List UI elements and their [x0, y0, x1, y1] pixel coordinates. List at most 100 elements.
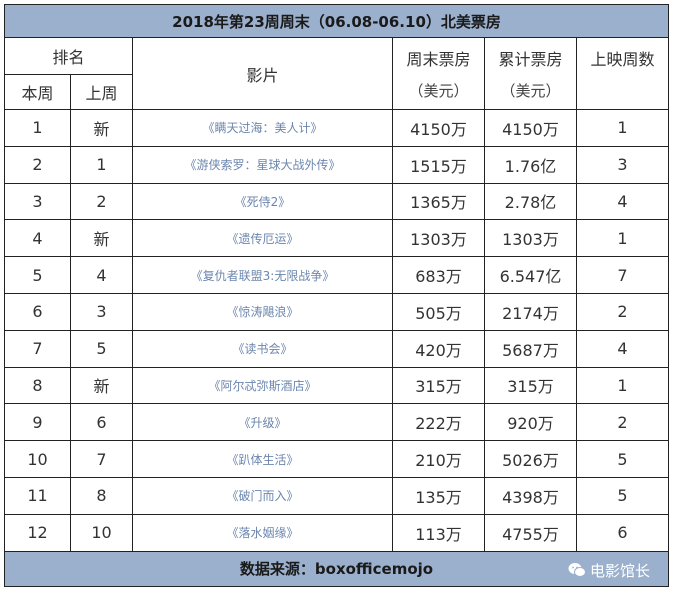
wechat-icon	[568, 563, 587, 578]
table-row: 5 4 《复仇者联盟3:无限战争》 683万 6.547亿 7	[4, 256, 670, 294]
weekend-gross-cell: 4150万	[392, 109, 485, 147]
weekend-gross-cell: 1303万	[392, 219, 485, 258]
weekend-gross-cell: 505万	[392, 292, 485, 331]
film-title-cell: 《游侠索罗：星球大战外传》	[132, 145, 393, 184]
table-body: 1 新《瞒天过海：美人计》 4150万 4150万 1 2 1 《游侠索罗：星球大战外传》 15…	[4, 109, 670, 552]
weeks-cell: 1	[575, 109, 670, 147]
weekend-gross-cell: 113万	[392, 513, 485, 552]
rank-this-week-cell: 4	[4, 219, 71, 258]
film-title-cell: 《读书会》	[132, 329, 393, 368]
table-row: 12 10 《落水姻缘》 113万 4755万 6	[4, 513, 670, 552]
rank-this-week-cell: 3	[4, 182, 71, 221]
rank-header: 排名	[4, 37, 133, 75]
film-title-cell: 《死侍2》	[132, 182, 393, 221]
rank-this-week-cell: 10	[4, 440, 71, 478]
weeks-cell: 5	[575, 440, 670, 478]
total-gross-cell: 5026万	[484, 440, 577, 478]
total-gross-unit: （美元）	[500, 82, 561, 100]
rank-this-week-cell: 12	[4, 513, 71, 552]
watermark: 电影馆长	[568, 560, 650, 581]
weeks-cell: 6	[575, 513, 670, 552]
rank-this-week-cell: 5	[4, 256, 71, 294]
total-gross-cell: 6.547亿	[484, 256, 577, 294]
title-row: 2018年第23周周末（06.08-06.10）北美票房	[3, 4, 670, 38]
total-gross-cell: 5687万	[484, 329, 577, 368]
weekend-gross-cell: 315万	[392, 366, 485, 405]
data-source: 数据来源：boxofficemojo	[239, 560, 434, 579]
weekend-gross-cell: 683万	[392, 256, 485, 294]
rank-last-week-cell: 新	[70, 109, 133, 147]
weeks-header: 上映周数	[575, 37, 670, 110]
table-row: 7 5 《读书会》 420万 5687万 4	[4, 329, 670, 368]
weekend-gross-cell: 222万	[392, 403, 485, 442]
rank-this-week-cell: 2	[4, 145, 71, 184]
table-row: 8 新《阿尔忒弥斯酒店》 315万 315万 1	[4, 366, 670, 405]
rank-last-week-cell: 4	[70, 256, 133, 294]
weeks-cell: 5	[575, 476, 670, 515]
rank-this-week-cell: 6	[4, 292, 71, 331]
total-gross-cell: 4150万	[484, 109, 577, 147]
weekend-gross-cell: 135万	[392, 476, 485, 515]
weekend-gross-unit: （美元）	[408, 82, 469, 100]
weeks-cell: 2	[575, 403, 670, 442]
footer-row: 数据来源：boxofficemojo 电影馆长	[3, 550, 670, 587]
rank-last-week-cell: 8	[70, 476, 133, 515]
weeks-cell: 4	[575, 329, 670, 368]
total-gross-label: 累计票房	[498, 50, 563, 69]
film-title-cell: 《复仇者联盟3:无限战争》	[132, 256, 393, 294]
film-title-cell: 《升级》	[132, 403, 393, 442]
rank-last-week-cell: 2	[70, 182, 133, 221]
rank-this-week-cell: 1	[4, 109, 71, 147]
film-title-cell: 《惊涛飓浪》	[132, 292, 393, 331]
rank-last-week-cell: 5	[70, 329, 133, 368]
table-title: 2018年第23周周末（06.08-06.10）北美票房	[3, 4, 670, 38]
weekend-gross-cell: 1515万	[392, 145, 485, 184]
rank-last-week-cell: 7	[70, 440, 133, 478]
total-gross-cell: 920万	[484, 403, 577, 442]
rank-last-week-cell: 3	[70, 292, 133, 331]
weeks-cell: 3	[575, 145, 670, 184]
total-gross-cell: 2.78亿	[484, 182, 577, 221]
total-gross-cell: 1303万	[484, 219, 577, 258]
table-row: 6 3 《惊涛飓浪》 505万 2174万 2	[4, 292, 670, 331]
rank-this-week-cell: 8	[4, 366, 71, 405]
weekend-gross-cell: 420万	[392, 329, 485, 368]
total-gross-cell: 1.76亿	[484, 145, 577, 184]
total-gross-cell: 2174万	[484, 292, 577, 331]
weekend-gross-cell: 210万	[392, 440, 485, 478]
rank-this-week-cell: 11	[4, 476, 71, 515]
header-row: 排名 影片 周末票房 （美元） 累计票房 （美元） 上映周数	[4, 37, 670, 110]
table-row: 3 2 《死侍2》 1365万 2.78亿 4	[4, 182, 670, 221]
table-row: 10 7 《趴体生活》 210万 5026万 5	[4, 440, 670, 478]
box-office-table: 2018年第23周周末（06.08-06.10）北美票房 排名 影片 周末票房 …	[3, 4, 670, 587]
film-title-cell: 《破门而入》	[132, 476, 393, 515]
rank-last-week-cell: 新	[70, 366, 133, 405]
last-week-header: 上周	[70, 74, 133, 110]
rank-last-week-cell: 1	[70, 145, 133, 184]
weeks-cell: 2	[575, 292, 670, 331]
total-gross-cell: 315万	[484, 366, 577, 405]
total-gross-cell: 4398万	[484, 476, 577, 515]
weekend-gross-cell: 1365万	[392, 182, 485, 221]
film-title-cell: 《趴体生活》	[132, 440, 393, 478]
subheader-row: 本周 上周	[4, 74, 669, 110]
weeks-cell: 1	[575, 219, 670, 258]
this-week-header: 本周	[4, 74, 71, 110]
total-gross-header: 累计票房 （美元）	[484, 37, 577, 110]
rank-last-week-cell: 10	[70, 513, 133, 552]
rank-this-week-cell: 9	[4, 403, 71, 442]
rank-last-week-cell: 新	[70, 219, 133, 258]
weeks-cell: 4	[575, 182, 670, 221]
watermark-text: 电影馆长	[590, 561, 651, 580]
film-title-cell: 《阿尔忒弥斯酒店》	[132, 366, 393, 405]
table-row: 9 6 《升级》 222万 920万 2	[4, 403, 670, 442]
weekend-gross-label: 周末票房	[406, 50, 471, 69]
weeks-cell: 7	[575, 256, 670, 294]
rank-last-week-cell: 6	[70, 403, 133, 442]
film-title-cell: 《遗传厄运》	[132, 219, 393, 258]
weekend-gross-header: 周末票房 （美元）	[392, 37, 485, 110]
weeks-cell: 1	[575, 366, 670, 405]
table-row: 4 新《遗传厄运》 1303万 1303万 1	[4, 219, 670, 258]
table-row: 2 1 《游侠索罗：星球大战外传》 1515万 1.76亿 3	[4, 145, 670, 184]
